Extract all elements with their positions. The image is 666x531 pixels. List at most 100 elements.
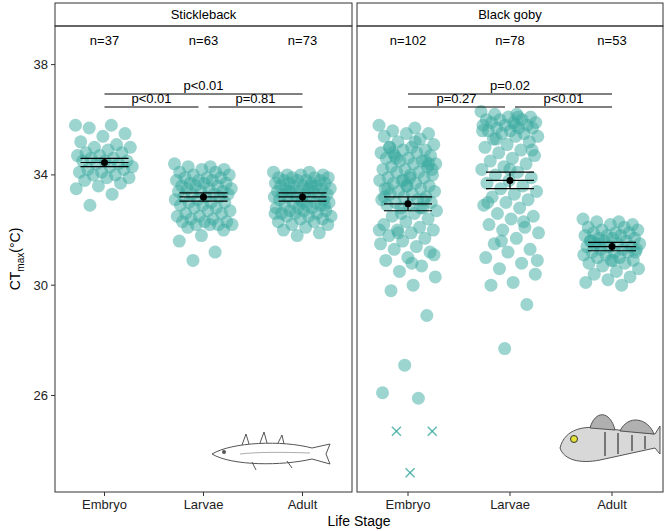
p-value: p=0.27 — [436, 91, 476, 106]
x-tick — [510, 492, 511, 496]
data-point — [119, 127, 132, 140]
data-point — [520, 298, 533, 311]
n-label: n=102 — [390, 33, 427, 48]
y-label-sub: max — [15, 253, 26, 272]
mean-point — [609, 243, 616, 250]
data-point — [476, 124, 489, 137]
data-point — [615, 279, 628, 292]
data-point — [482, 218, 495, 231]
data-point — [475, 163, 488, 176]
data-point — [499, 196, 512, 209]
data-point — [491, 207, 504, 220]
n-label: n=78 — [495, 33, 524, 48]
comparison-bracket — [105, 107, 199, 108]
panel-frame — [55, 26, 352, 492]
excluded-point — [428, 427, 437, 436]
x-tick — [203, 492, 204, 496]
data-point — [384, 284, 397, 297]
data-point — [490, 133, 503, 146]
n-label: n=53 — [597, 33, 626, 48]
data-point — [96, 130, 109, 143]
mean-point — [200, 193, 207, 200]
data-point — [420, 309, 433, 322]
data-point — [83, 122, 96, 135]
panel-title: Stickleback — [171, 7, 237, 22]
data-point — [429, 270, 442, 283]
panel-title: Black goby — [478, 7, 542, 22]
data-point — [412, 392, 425, 405]
mean-point — [299, 193, 306, 200]
data-point — [181, 221, 194, 234]
data-point — [629, 246, 642, 259]
data-point — [291, 229, 304, 242]
data-point — [186, 254, 199, 267]
y-tick — [51, 64, 55, 65]
comparison-bracket — [515, 107, 612, 108]
p-value: p<0.01 — [131, 91, 171, 106]
data-point — [517, 215, 530, 228]
y-axis-label: CTmax(°C) — [7, 228, 26, 291]
data-point — [584, 235, 597, 248]
x-tick-label: Larvae — [184, 497, 224, 512]
data-point — [173, 235, 186, 248]
data-point — [478, 141, 491, 154]
p-value: p=0.02 — [490, 78, 530, 93]
y-tick-label: 34 — [34, 167, 48, 182]
p-value: p<0.01 — [183, 78, 223, 93]
data-point — [397, 174, 410, 187]
data-point — [510, 232, 523, 245]
y-tick — [51, 174, 55, 175]
mean-point — [405, 200, 412, 207]
y-tick — [51, 395, 55, 396]
goby-drawing — [560, 415, 660, 462]
y-tick-label: 30 — [34, 278, 48, 293]
comparison-bracket — [209, 107, 303, 108]
data-point — [106, 188, 119, 201]
data-point — [282, 185, 295, 198]
excluded-point — [406, 468, 415, 477]
mean-point — [101, 159, 108, 166]
data-point — [607, 254, 620, 267]
data-point — [407, 279, 420, 292]
data-point — [92, 179, 105, 192]
stickleback-drawing — [212, 432, 330, 470]
data-point — [419, 155, 432, 168]
x-tick-label: Embryo — [386, 497, 431, 512]
plot-area — [69, 119, 338, 267]
data-point — [501, 246, 514, 259]
p-value: p=0.81 — [235, 91, 275, 106]
data-point — [579, 276, 592, 289]
n-label: n=73 — [288, 33, 317, 48]
strip-header — [55, 3, 352, 26]
x-tick-label: Adult — [597, 497, 627, 512]
data-point — [74, 135, 87, 148]
data-point — [505, 213, 518, 226]
data-point — [601, 273, 614, 286]
strip-header — [357, 3, 663, 26]
data-point — [532, 226, 545, 239]
data-point — [70, 182, 83, 195]
data-point — [480, 177, 493, 190]
data-point — [495, 235, 508, 248]
x-tick — [408, 492, 409, 496]
data-point — [69, 119, 82, 132]
data-point — [105, 119, 118, 132]
x-tick-label: Larvae — [490, 497, 530, 512]
mean-point — [507, 177, 514, 184]
data-point — [526, 144, 539, 157]
y-tick-label: 26 — [34, 388, 48, 403]
y-tick-label: 38 — [34, 57, 48, 72]
data-point — [513, 201, 526, 214]
data-point — [484, 279, 497, 292]
data-point — [409, 135, 422, 148]
data-point — [217, 224, 230, 237]
data-point — [582, 257, 595, 270]
comparison-bracket — [408, 107, 505, 108]
data-point — [515, 257, 528, 270]
data-point — [395, 207, 408, 220]
data-point — [313, 226, 326, 239]
data-point — [203, 218, 216, 231]
y-label-part: (°C) — [7, 228, 23, 253]
data-point — [388, 243, 401, 256]
data-point — [378, 130, 391, 143]
